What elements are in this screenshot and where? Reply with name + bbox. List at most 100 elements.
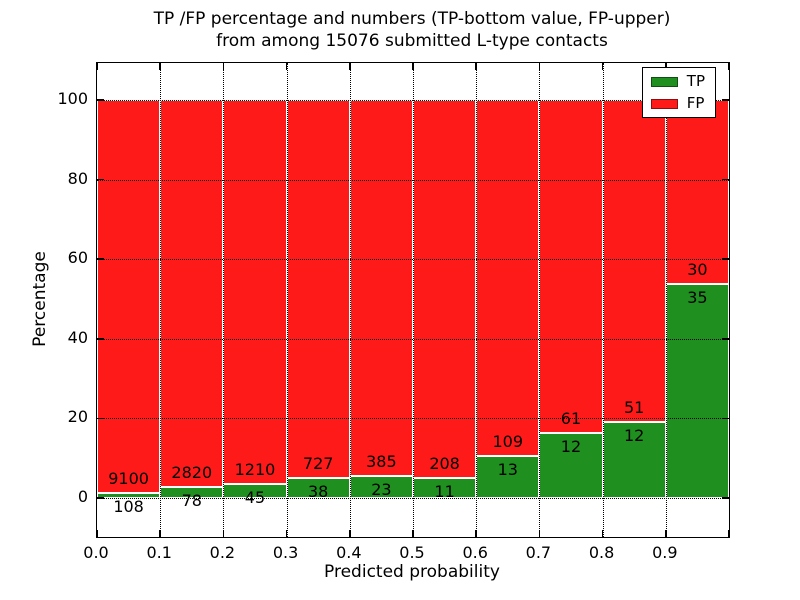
x-tick-label: 0.2 [209, 543, 236, 562]
bar-segment-tp [602, 422, 666, 498]
tp-count-label: 11 [434, 482, 455, 501]
x-tick-top [601, 63, 604, 70]
chart-title-line1: TP /FP percentage and numbers (TP-bottom… [153, 9, 671, 29]
y-tick-label: 40 [67, 327, 88, 347]
x-tick-label: 0.6 [462, 543, 488, 562]
gridline-vertical [349, 63, 351, 537]
legend-item-fp: FP [650, 94, 705, 112]
x-tick [96, 530, 98, 537]
y-tick-right [722, 178, 729, 181]
legend-item-tp: TP [650, 72, 705, 90]
x-tick [475, 530, 477, 537]
legend-label-tp: TP [686, 72, 705, 90]
bar-segment-tp [97, 493, 161, 498]
fp-count-label: 2820 [171, 463, 213, 483]
bar-segment-fp [160, 100, 224, 488]
x-tick [159, 530, 161, 537]
x-tick-top [412, 63, 414, 70]
tp-swatch [650, 76, 678, 87]
y-tick [97, 497, 104, 499]
x-tick-top [728, 63, 730, 70]
x-tick-label: 0.5 [399, 543, 425, 562]
fp-count-label: 208 [429, 454, 460, 473]
bar-segment-tp [476, 455, 540, 498]
x-tick-label: 0.1 [146, 543, 172, 562]
chart-title-line2: from among 15076 submitted L-type contac… [216, 31, 608, 51]
fp-count-label: 51 [624, 398, 645, 418]
x-tick-top [96, 63, 98, 70]
y-tick-right [722, 258, 729, 260]
fp-count-label: 9100 [108, 469, 149, 489]
y-tick-label: 60 [67, 248, 88, 268]
y-tick-right [722, 417, 729, 420]
tp-count-label: 12 [624, 426, 645, 446]
y-tick-label: 20 [67, 407, 88, 427]
tp-count-label: 38 [308, 482, 329, 502]
gridline-horizontal [97, 498, 729, 499]
gridline-vertical [286, 63, 288, 537]
gridline-vertical [413, 63, 414, 537]
gridline-horizontal [97, 100, 729, 101]
gridline-vertical [665, 63, 667, 537]
tp-count-label: 78 [181, 491, 202, 511]
tp-count-label: 23 [371, 479, 392, 499]
x-tick [285, 530, 288, 537]
tp-count-label: 13 [497, 459, 518, 479]
tp-count-label: 108 [113, 497, 144, 517]
gridline-horizontal [97, 418, 729, 420]
x-tick [728, 530, 730, 537]
y-tick-right [722, 99, 729, 101]
plot-area: TP FP 9100 108 2820 78 1210 45 727 38 385 23 208 11… [96, 62, 730, 538]
x-tick [412, 530, 414, 537]
bar-segment-fp [97, 100, 161, 494]
x-tick-top [665, 63, 667, 70]
gridline-vertical [223, 63, 225, 537]
legend-label-fp: FP [686, 94, 705, 112]
gridline-vertical [476, 63, 478, 537]
bar-segment-fp [223, 100, 287, 484]
fp-count-label: 385 [366, 451, 397, 471]
tp-count-label: 12 [560, 436, 582, 456]
bar-segment-tp [539, 432, 603, 498]
y-tick [97, 178, 104, 181]
fp-count-label: 109 [492, 431, 524, 451]
bar-segment-fp [413, 100, 477, 478]
x-tick-top [159, 63, 161, 70]
x-tick-label: 0.7 [525, 543, 552, 562]
bar-segment-tp [665, 283, 729, 498]
x-tick-top [285, 63, 288, 70]
y-tick [97, 258, 104, 260]
x-tick-label: 0.4 [336, 543, 362, 562]
fp-swatch [650, 98, 678, 109]
fp-count-label: 1210 [234, 459, 276, 479]
gridline-horizontal [97, 338, 729, 340]
bar-segment-fp [539, 100, 603, 433]
bar-segment-fp [476, 100, 540, 456]
tp-count-label: 35 [687, 287, 708, 307]
y-tick [97, 417, 104, 420]
gridline-vertical [602, 63, 604, 537]
bar-segment-fp [602, 100, 666, 423]
x-tick-label: 0.8 [588, 543, 615, 562]
y-tick-label: 100 [57, 89, 88, 108]
x-tick-label: 0.9 [652, 543, 678, 562]
chart-title: TP /FP percentage and numbers (TP-bottom… [96, 8, 728, 52]
x-tick [349, 530, 351, 537]
tp-count-label: 45 [244, 487, 266, 507]
x-tick-label: 0.3 [272, 543, 299, 562]
y-tick [97, 338, 104, 340]
x-tick-top [475, 63, 477, 70]
y-tick-label: 80 [67, 168, 88, 188]
bar-segment-fp [286, 100, 350, 479]
x-tick-top [538, 63, 541, 70]
x-tick [601, 530, 604, 537]
x-axis-label: Predicted probability [324, 562, 500, 582]
gridline-vertical [539, 63, 541, 537]
x-tick-label: 0.0 [83, 543, 109, 562]
y-tick-right [722, 497, 729, 499]
x-tick [222, 530, 225, 537]
fp-count-label: 30 [687, 259, 708, 279]
x-tick-top [349, 63, 351, 70]
y-tick-label: 0 [77, 487, 88, 506]
